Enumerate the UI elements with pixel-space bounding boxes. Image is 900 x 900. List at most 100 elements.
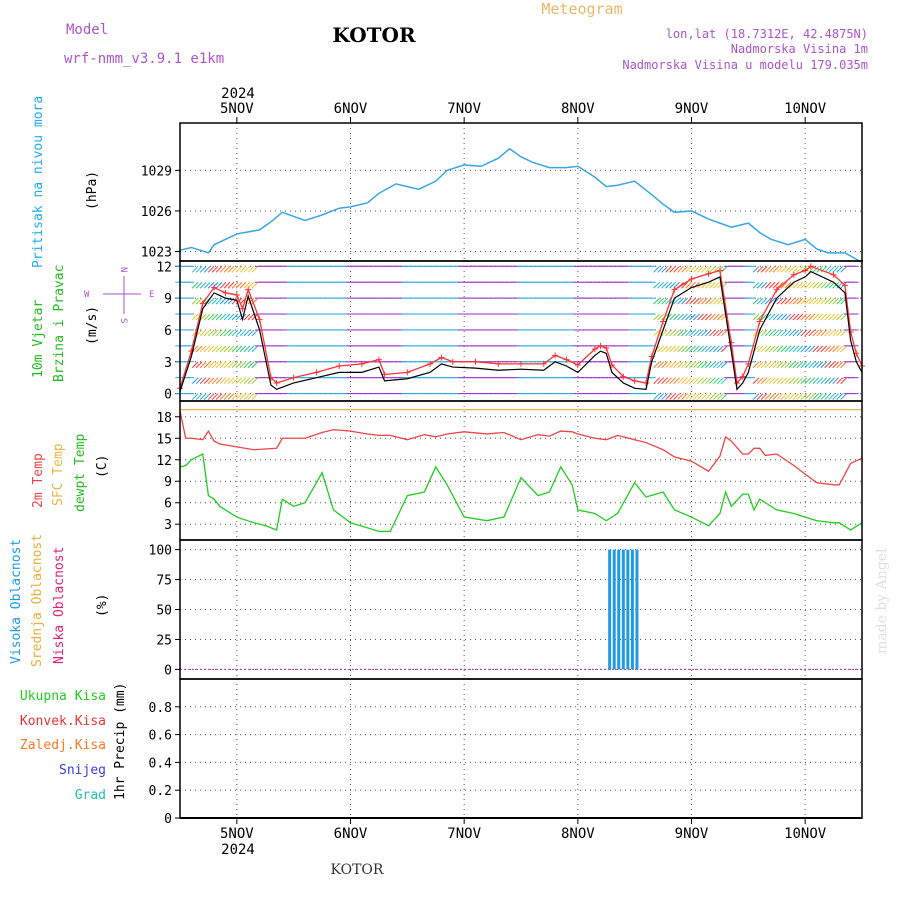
wind-barb (243, 313, 251, 321)
precip-legend-frozen: Zaledj.Kisa (20, 738, 106, 753)
wind-barb (796, 377, 804, 385)
wind-barb (840, 377, 848, 385)
wind-barb (211, 361, 219, 369)
wind-gust-marker (790, 271, 797, 278)
wind-barb (764, 281, 772, 289)
wind-gust-marker (597, 342, 604, 349)
wind-barb (231, 377, 239, 385)
wind-barb (776, 329, 784, 337)
wind-barb (764, 361, 772, 369)
wind-barb (716, 361, 724, 369)
wind-barb (657, 265, 665, 273)
wind-gust-marker (540, 360, 547, 367)
wind-barb (231, 345, 239, 353)
wind-gust-marker (631, 377, 638, 384)
wind-barb (235, 265, 243, 273)
wind-barb (836, 345, 844, 353)
wind-barb (808, 377, 816, 385)
wind-barb (693, 297, 700, 305)
wind-barb (239, 361, 247, 369)
wind-barb (693, 377, 700, 385)
wind-barb (828, 393, 836, 400)
wind-barb (219, 265, 227, 273)
wind-barb (219, 281, 227, 289)
wind-barb (195, 297, 203, 305)
wind-barb (697, 265, 704, 273)
pressure-line (179, 147, 863, 264)
wind-barb (776, 313, 784, 321)
wind-barb (788, 345, 796, 353)
wind-barb (685, 361, 692, 369)
wind-barb (239, 345, 247, 353)
wind-gust-marker (449, 358, 456, 365)
wind-barb (685, 281, 692, 289)
wind-barb (709, 281, 716, 289)
wind-barb (231, 313, 239, 321)
wind-barb (824, 345, 832, 353)
wind-barb (832, 345, 840, 353)
x-tick-label-top: 6NOV (334, 101, 368, 117)
precip-unit: 1hr Precip (mm) (113, 683, 128, 800)
wind-gust-marker (336, 363, 343, 369)
wind-barb (203, 361, 211, 369)
wind-barb (693, 313, 700, 321)
wind-gust-marker (222, 289, 229, 296)
wind-gust-marker (591, 346, 598, 353)
wind-barb (215, 361, 223, 369)
pressure-panel: 1023 1026 1029 (141, 122, 863, 264)
wind-barb (756, 297, 764, 305)
wind-barb (709, 377, 716, 385)
y-tick-label: 15 (156, 432, 172, 447)
wind-barb (840, 361, 848, 369)
wind-barb (772, 377, 780, 385)
wind-barb (772, 393, 780, 400)
y-tick-label: 1026 (141, 205, 172, 220)
wind-barb (243, 265, 251, 273)
wind-barb (808, 313, 816, 321)
wind-gust-marker (188, 348, 195, 355)
wind-barb (804, 377, 812, 385)
temp-unit: (C) (95, 455, 110, 478)
wind-barb (820, 329, 828, 337)
wind-barb (239, 329, 247, 337)
wind-barb (693, 361, 700, 369)
wind-barb (812, 393, 820, 400)
wind-barb (673, 265, 680, 273)
wind-barb (653, 361, 661, 369)
wind-barb (804, 345, 812, 353)
wind-barb (207, 393, 215, 400)
wind-barb (764, 297, 772, 305)
wind-barb (772, 265, 780, 273)
cloud-side-label-high: Visoka Oblacnost (9, 539, 24, 664)
x-tick-label-top: 9NOV (675, 101, 709, 117)
wind-barb (792, 377, 800, 385)
wind-barb (709, 393, 716, 400)
compass-w: W (84, 290, 90, 300)
wind-barb (780, 329, 788, 337)
wind-barb (812, 313, 820, 321)
dewpt-line (179, 453, 863, 533)
wind-barb (239, 393, 247, 400)
wind-barb (199, 265, 207, 273)
wind-barb (709, 313, 716, 321)
wind-barb (705, 345, 712, 353)
wind-barb (804, 393, 812, 400)
panel-frame (179, 678, 863, 819)
clouds-panel: 0 25 50 75 100 (149, 539, 863, 680)
wind-panel: 0 3 6 9 12 (156, 260, 865, 403)
wind-barb (199, 281, 207, 289)
wind-barb (788, 265, 796, 273)
wind-barb (247, 313, 255, 321)
wind-barb (203, 265, 211, 273)
wind-barb (836, 361, 844, 369)
wind-barb (697, 393, 704, 400)
wind-barb (804, 313, 812, 321)
wind-barb (697, 313, 704, 321)
temperature-panel: 3 6 9 12 15 18 (156, 400, 863, 541)
wind-barb (780, 281, 788, 289)
wind-barb (712, 393, 720, 400)
wind-barb (816, 281, 824, 289)
wind-barb (251, 393, 259, 400)
wind-barb (776, 265, 784, 273)
wind-barb (752, 313, 760, 321)
